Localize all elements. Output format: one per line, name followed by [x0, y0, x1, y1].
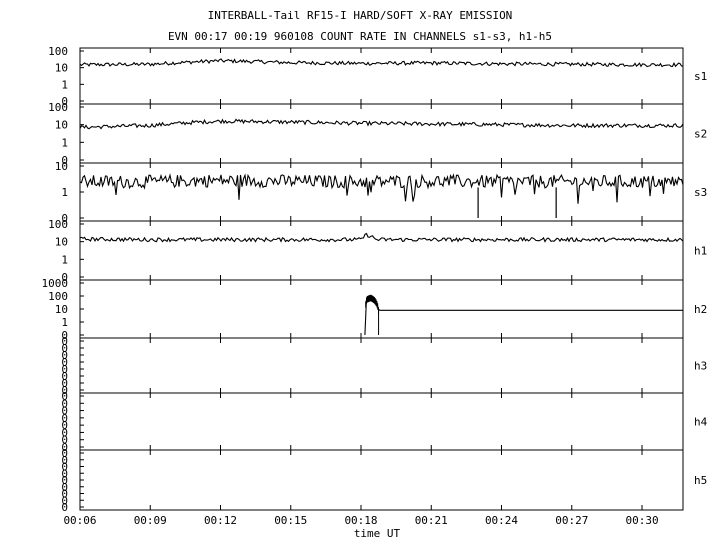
- series-s2-0: [79, 118, 684, 130]
- ytick-label-s1-0: 100: [48, 45, 68, 58]
- panel-frame-s2: [79, 103, 684, 164]
- ytick-label-h1-1: 10: [55, 236, 68, 249]
- xtick-label-3: 00:15: [274, 514, 307, 527]
- ytick-label-h3-6: 0: [61, 377, 68, 390]
- panel-frame-s1: [79, 47, 684, 105]
- burst-h2: [365, 294, 379, 314]
- ytick-label-s3-0: 10: [55, 160, 68, 173]
- ytick-label-h4-2: 0: [61, 405, 68, 418]
- x-axis-label: time UT: [354, 527, 401, 540]
- xtick-label-5: 00:21: [415, 514, 448, 527]
- ytick-label-s2-0: 100: [48, 101, 68, 114]
- series-h2-0: [364, 296, 683, 336]
- channel-label-h2: h2: [694, 303, 707, 316]
- channel-label-s1: s1: [694, 70, 707, 83]
- series-s3-0: [79, 173, 684, 204]
- chart-title: INTERBALL-Tail RF15-I HARD/SOFT X-RAY EM…: [207, 9, 513, 22]
- xtick-label-7: 00:27: [555, 514, 588, 527]
- ytick-label-h4-1: 0: [61, 397, 68, 410]
- channel-label-h3: h3: [694, 360, 707, 373]
- ytick-label-h4-0: 0: [61, 390, 68, 403]
- ytick-label-s1-3: 0: [61, 95, 68, 108]
- ytick-label-h3-1: 0: [61, 342, 68, 355]
- ytick-label-h5-8: 0: [61, 501, 68, 514]
- channel-label-s3: s3: [694, 186, 707, 199]
- ytick-label-h2-1: 100: [48, 290, 68, 303]
- ytick-label-h4-3: 0: [61, 412, 68, 425]
- ytick-label-h5-4: 0: [61, 474, 68, 487]
- ytick-label-s2-1: 10: [55, 119, 68, 132]
- ytick-label-h3-4: 0: [61, 363, 68, 376]
- ytick-label-h5-2: 0: [61, 461, 68, 474]
- ytick-label-h5-7: 0: [61, 494, 68, 507]
- channel-label-h5: h5: [694, 474, 707, 487]
- xtick-label-2: 00:12: [204, 514, 237, 527]
- ytick-label-h3-0: 0: [61, 335, 68, 348]
- ytick-label-h3-7: 0: [61, 384, 68, 397]
- ytick-label-s3-2: 0: [61, 212, 68, 225]
- xtick-label-0: 00:06: [63, 514, 96, 527]
- ytick-label-h4-5: 0: [61, 426, 68, 439]
- ytick-label-h5-1: 0: [61, 454, 68, 467]
- ytick-label-h4-4: 0: [61, 419, 68, 432]
- ytick-label-s1-1: 10: [55, 62, 68, 75]
- ytick-label-h4-7: 0: [61, 441, 68, 454]
- chart-subtitle: EVN 00:17 00:19 960108 COUNT RATE IN CHA…: [167, 30, 553, 43]
- panel-frame-h3: [79, 337, 684, 394]
- panel-frame-h5: [79, 449, 684, 511]
- ytick-label-h5-3: 0: [61, 467, 68, 480]
- ytick-label-h3-5: 0: [61, 370, 68, 383]
- ytick-label-h2-4: 0: [61, 329, 68, 342]
- xtick-label-4: 00:18: [344, 514, 377, 527]
- panel-frame-h2: [79, 279, 684, 339]
- ytick-label-s2-3: 0: [61, 154, 68, 167]
- ytick-label-s3-1: 1: [61, 186, 68, 199]
- ytick-label-h5-6: 0: [61, 488, 68, 501]
- ytick-label-h3-3: 0: [61, 356, 68, 369]
- ytick-label-h2-3: 1: [61, 316, 68, 329]
- series-h1-0: [79, 232, 684, 243]
- panel-frame-s3: [79, 162, 684, 222]
- ytick-label-s1-2: 1: [61, 78, 68, 91]
- ytick-label-s2-2: 1: [61, 136, 68, 149]
- ytick-label-h5-0: 0: [61, 447, 68, 460]
- xtick-label-8: 00:30: [625, 514, 658, 527]
- xtick-label-1: 00:09: [134, 514, 167, 527]
- ytick-label-h1-2: 1: [61, 253, 68, 266]
- ytick-label-h1-3: 0: [61, 271, 68, 284]
- panel-frame-h1: [79, 220, 684, 281]
- ytick-label-h1-0: 100: [48, 218, 68, 231]
- ytick-label-h5-5: 0: [61, 481, 68, 494]
- series-s1-0: [79, 58, 684, 68]
- panel-frame-h4: [79, 392, 684, 451]
- ytick-label-h4-6: 0: [61, 434, 68, 447]
- ytick-label-h2-2: 10: [55, 303, 68, 316]
- channel-label-s2: s2: [694, 128, 707, 141]
- ytick-label-h3-2: 0: [61, 349, 68, 362]
- channel-label-h4: h4: [694, 416, 708, 429]
- xtick-label-6: 00:24: [485, 514, 518, 527]
- channel-label-h1: h1: [694, 245, 707, 258]
- ytick-label-h2-0: 1000: [42, 277, 69, 290]
